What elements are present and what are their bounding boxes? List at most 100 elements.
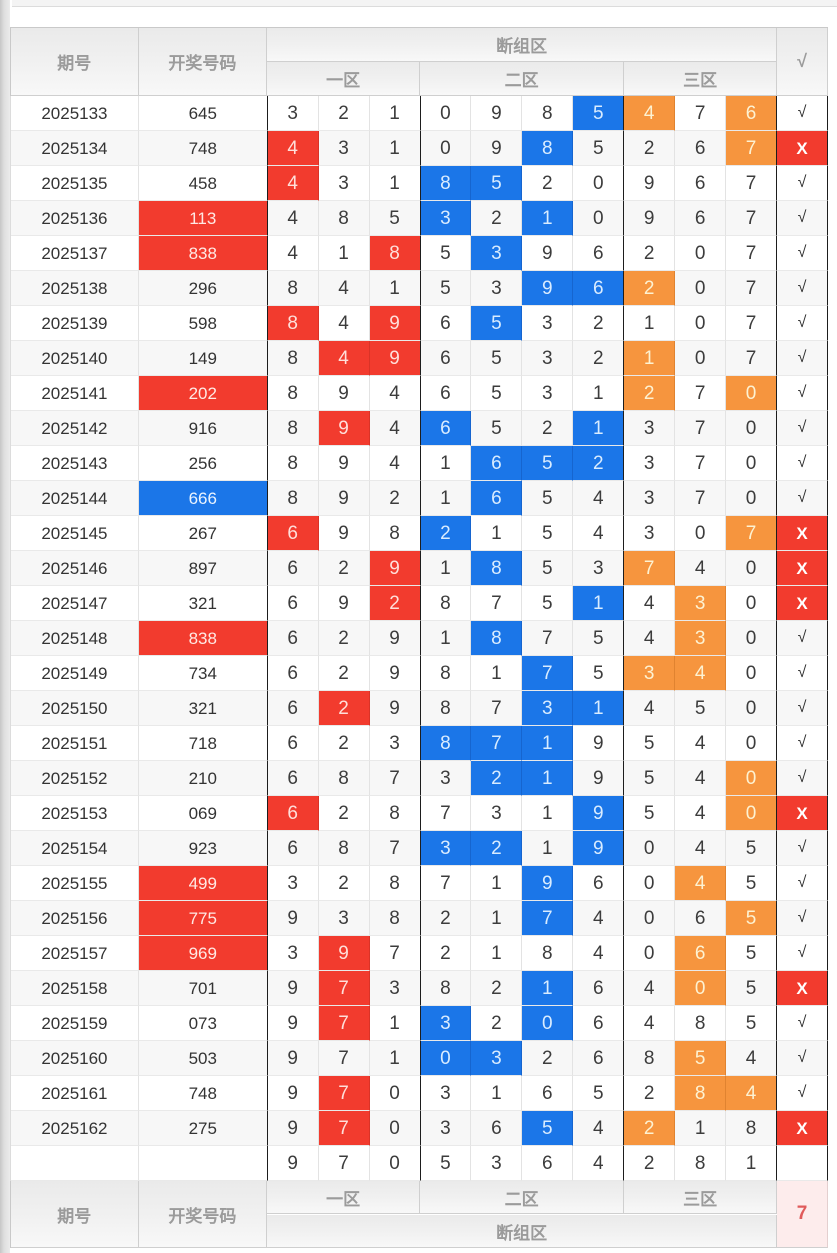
digit-cell: 2 [522, 166, 574, 201]
digit-cell: 3 [318, 166, 370, 201]
digit-cell: 7 [726, 516, 778, 551]
digit-cell: 9 [267, 1111, 319, 1146]
digit-cell: 5 [726, 1006, 778, 1041]
digit-cell: 7 [318, 1006, 370, 1041]
digit-cell: 3 [420, 831, 472, 866]
digit-cell: 9 [369, 656, 421, 691]
digit-cell: 1 [369, 1006, 421, 1041]
period-cell: 2025153 [11, 796, 139, 831]
digit-cell: 5 [522, 551, 574, 586]
digit-cell: 1 [420, 481, 472, 516]
digit-cell: 3 [624, 656, 676, 691]
digit-cell: 4 [624, 621, 676, 656]
digit-cell: 1 [573, 411, 625, 446]
table-row: 2025162 275 9 7 0 3 6 5 4 2 1 8 X [10, 1111, 828, 1146]
digit-cell: 9 [522, 236, 574, 271]
digit-cell: 7 [675, 411, 727, 446]
period-cell: 2025160 [11, 1041, 139, 1076]
table-row: 2025151 718 6 2 3 8 7 1 9 5 4 0 √ [10, 726, 828, 761]
digit-cell: 6 [573, 1041, 625, 1076]
digit-cell: 9 [369, 306, 421, 341]
digit-cell: 9 [369, 691, 421, 726]
digit-cell: 0 [573, 201, 625, 236]
table-row: 2025157 969 3 9 7 2 1 8 4 0 6 5 √ [10, 936, 828, 971]
digit-cell: 9 [573, 831, 625, 866]
digit-cell: 4 [675, 831, 727, 866]
digit-cell: 2 [318, 621, 370, 656]
digit-cell: 3 [675, 621, 727, 656]
digit-cell: 0 [726, 621, 778, 656]
digit-cell: 2 [471, 201, 523, 236]
digit-cell: 5 [624, 761, 676, 796]
digit-cell: 6 [267, 796, 319, 831]
period-cell: 2025156 [11, 901, 139, 936]
digit-cell: 0 [624, 866, 676, 901]
digit-cell: 9 [573, 796, 625, 831]
digit-cell: 7 [675, 96, 727, 131]
digit-cell: 2 [471, 971, 523, 1006]
digit-cell: 9 [573, 761, 625, 796]
summary-digit-cell: 4 [573, 1146, 625, 1181]
period-cell: 2025145 [11, 516, 139, 551]
period-cell: 2025142 [11, 411, 139, 446]
digit-cell: 5 [573, 131, 625, 166]
digit-cell: 2 [318, 96, 370, 131]
digit-cell: 3 [573, 551, 625, 586]
digit-cell: 9 [267, 971, 319, 1006]
digit-cell: 7 [624, 551, 676, 586]
draw-number-cell: 897 [138, 551, 268, 586]
digit-cell: 4 [267, 236, 319, 271]
result-cell: √ [777, 761, 828, 796]
digit-cell: 2 [318, 551, 370, 586]
digit-cell: 5 [420, 236, 472, 271]
digit-cell: 5 [369, 201, 421, 236]
digit-cell: 5 [573, 656, 625, 691]
digit-cell: 6 [267, 691, 319, 726]
table-row: 2025143 256 8 9 4 1 6 5 2 3 7 0 √ [10, 446, 828, 481]
digit-cell: 8 [318, 831, 370, 866]
digit-cell: 5 [675, 1041, 727, 1076]
digit-cell: 1 [573, 376, 625, 411]
digit-cell: 1 [522, 761, 574, 796]
digit-cell: 3 [267, 96, 319, 131]
period-cell: 2025140 [11, 341, 139, 376]
digit-cell: 7 [522, 621, 574, 656]
table-row: 2025161 748 9 7 0 3 1 6 5 2 8 4 √ [10, 1076, 828, 1111]
zone-header-1: 一区 [267, 1181, 421, 1214]
digit-cell: 2 [318, 656, 370, 691]
digit-cell: 6 [471, 481, 523, 516]
table-row: 2025159 073 9 7 1 3 2 0 6 4 8 5 √ [10, 1006, 828, 1041]
digit-cell: 1 [369, 96, 421, 131]
result-cell: √ [777, 866, 828, 901]
digit-cell: 7 [675, 446, 727, 481]
period-cell: 2025157 [11, 936, 139, 971]
digit-cell: 5 [726, 831, 778, 866]
summary-digit-cell: 6 [522, 1146, 574, 1181]
digit-cell: 8 [420, 726, 472, 761]
digit-cell: 8 [420, 691, 472, 726]
draw-number-cell: 775 [138, 901, 268, 936]
digit-cell: 1 [522, 726, 574, 761]
digit-cell: 3 [420, 1076, 472, 1111]
digit-cell: 1 [522, 831, 574, 866]
digit-cell: 9 [624, 201, 676, 236]
digit-cell: 8 [471, 621, 523, 656]
digit-cell: 4 [573, 481, 625, 516]
period-cell: 2025159 [11, 1006, 139, 1041]
digit-cell: 5 [522, 516, 574, 551]
digit-cell: 6 [267, 621, 319, 656]
digit-cell: 9 [318, 481, 370, 516]
digit-cell: 9 [267, 901, 319, 936]
digit-cell: 3 [522, 306, 574, 341]
digit-cell: 4 [573, 936, 625, 971]
draw-number-cell: 267 [138, 516, 268, 551]
digit-cell: 9 [522, 866, 574, 901]
digit-cell: 5 [471, 306, 523, 341]
table-row: 2025154 923 6 8 7 3 2 1 9 0 4 5 √ [10, 831, 828, 866]
period-cell: 2025162 [11, 1111, 139, 1146]
digit-cell: 1 [471, 866, 523, 901]
digit-cell: 0 [624, 936, 676, 971]
digit-cell: 5 [471, 166, 523, 201]
digit-cell: 5 [471, 341, 523, 376]
result-cell: √ [777, 656, 828, 691]
